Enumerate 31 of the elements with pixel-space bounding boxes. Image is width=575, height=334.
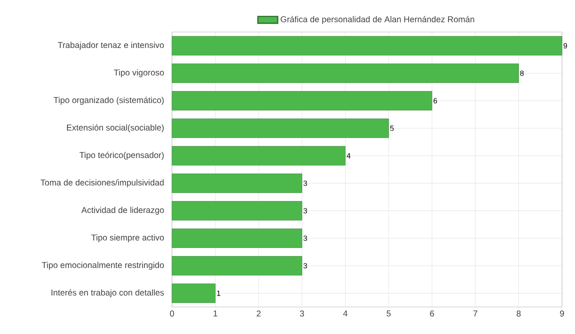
bar bbox=[172, 201, 302, 220]
x-tick-label: 0 bbox=[170, 310, 174, 317]
x-tick-label: 3 bbox=[300, 310, 304, 317]
y-tick-label: Interés en trabajo con detalles bbox=[52, 289, 164, 298]
legend-label: Gráfica de personalidad de Alan Hernández Román bbox=[280, 16, 474, 24]
x-tick-label: 1 bbox=[214, 310, 218, 316]
y-tick-label: Tipo organizado (sistemático) bbox=[54, 96, 164, 105]
bar bbox=[172, 256, 302, 276]
y-tick-label: Tipo teórico(pensador) bbox=[80, 152, 164, 160]
x-tick-label: 4 bbox=[343, 310, 348, 316]
y-tick-label: Toma de decisiones/impulsividad bbox=[40, 179, 164, 188]
bar bbox=[172, 174, 302, 193]
x-tick-label: 7 bbox=[473, 310, 478, 316]
x-tick-label: 2 bbox=[256, 310, 261, 316]
bar bbox=[172, 228, 302, 248]
x-tick-label: 9 bbox=[560, 310, 564, 317]
bar bbox=[172, 146, 346, 166]
bar bbox=[172, 64, 519, 83]
bar bbox=[172, 36, 562, 56]
bar bbox=[172, 118, 389, 138]
bar bbox=[172, 91, 432, 110]
x-tick-label: 8 bbox=[516, 310, 521, 317]
y-tick-label: Extensión social(sociable) bbox=[67, 124, 164, 132]
y-tick-label: Trabajador tenaz e intensivo bbox=[58, 42, 164, 50]
x-tick-label: 6 bbox=[430, 310, 434, 317]
y-tick-label: Tipo vigoroso bbox=[114, 69, 164, 78]
x-tick-label: 5 bbox=[386, 310, 391, 316]
y-tick-label: Actividad de liderazgo bbox=[81, 206, 164, 215]
bar bbox=[172, 284, 216, 303]
y-tick-label: Tipo emocionalmente restringido bbox=[42, 262, 164, 270]
y-tick-label: Tipo siempre activo bbox=[91, 234, 164, 242]
